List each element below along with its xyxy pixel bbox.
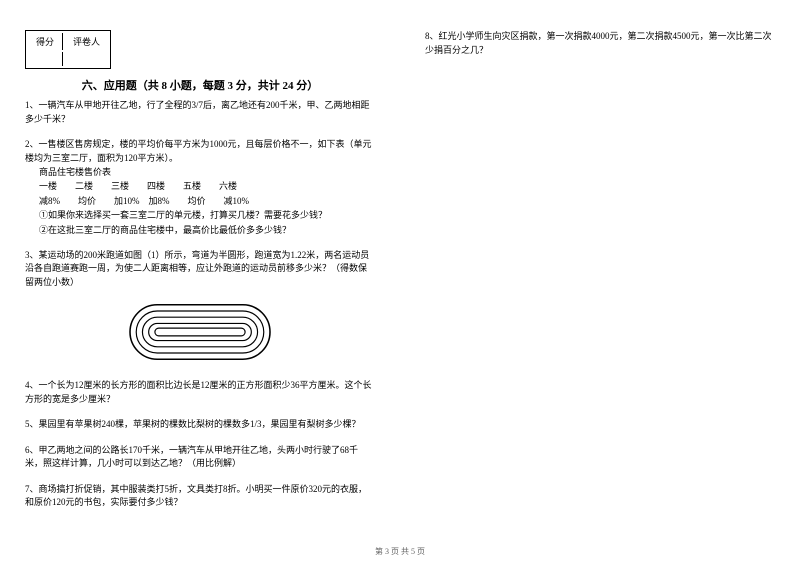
question-4: 4、一个长为12厘米的长方形的面积比边长是12厘米的正方形面积少36平方厘米。这… bbox=[25, 379, 375, 406]
question-3: 3、某运动场的200米跑道如图（1）所示，弯道为半圆形，跑道宽为1.22米，两名… bbox=[25, 249, 375, 368]
q2-prices: 减8% 均价 加10% 加8% 均价 减10% bbox=[25, 194, 375, 208]
q2-floors: 一楼 二楼 三楼 四楼 五楼 六楼 bbox=[25, 179, 375, 193]
page-footer: 第 3 页 共 5 页 bbox=[0, 546, 800, 557]
left-column: 得分 评卷人 六、应用题（共 8 小题，每题 3 分，共计 24 分） 1、一辆… bbox=[0, 0, 400, 565]
question-1: 1、一辆汽车从甲地开往乙地，行了全程的3/7后，离乙地还有200千米，甲、乙两地… bbox=[25, 99, 375, 126]
q2-table-title: 商品住宅楼售价表 bbox=[25, 165, 375, 179]
grader-label: 评卷人 bbox=[65, 33, 108, 50]
q2-sub1: ①如果你来选择买一套三室二厅的单元楼，打算买几楼？需要花多少钱？ bbox=[25, 208, 375, 222]
q3-text: 3、某运动场的200米跑道如图（1）所示，弯道为半圆形，跑道宽为1.22米，两名… bbox=[25, 249, 375, 290]
q2-sub2: ②在这批三室二厅的商品住宅楼中，最高价比最低价多多少钱？ bbox=[25, 223, 375, 237]
question-8: 8、红光小学师生向灾区捐款，第一次捐款4000元，第二次捐款4500元，第一次比… bbox=[425, 30, 775, 57]
section-title: 六、应用题（共 8 小题，每题 3 分，共计 24 分） bbox=[25, 77, 375, 93]
track-diagram bbox=[120, 297, 280, 367]
question-2: 2、一售楼区售房规定，楼的平均价每平方米为1000元，且每层价格不一，如下表（单… bbox=[25, 138, 375, 237]
q2-intro: 2、一售楼区售房规定，楼的平均价每平方米为1000元，且每层价格不一，如下表（单… bbox=[25, 138, 375, 165]
question-7: 7、商场搞打折促销，其中服装类打5折，文具类打8折。小明买一件原价320元的衣服… bbox=[25, 483, 375, 510]
question-5: 5、果园里有苹果树240棵，苹果树的棵数比梨树的棵数多1/3，果园里有梨树多少棵… bbox=[25, 418, 375, 432]
score-box: 得分 评卷人 bbox=[25, 30, 111, 69]
right-column: 8、红光小学师生向灾区捐款，第一次捐款4000元，第二次捐款4500元，第一次比… bbox=[400, 0, 800, 565]
score-label: 得分 bbox=[28, 33, 63, 50]
question-6: 6、甲乙两地之间的公路长170千米，一辆汽车从甲地开往乙地，头两小时行驶了68千… bbox=[25, 444, 375, 471]
